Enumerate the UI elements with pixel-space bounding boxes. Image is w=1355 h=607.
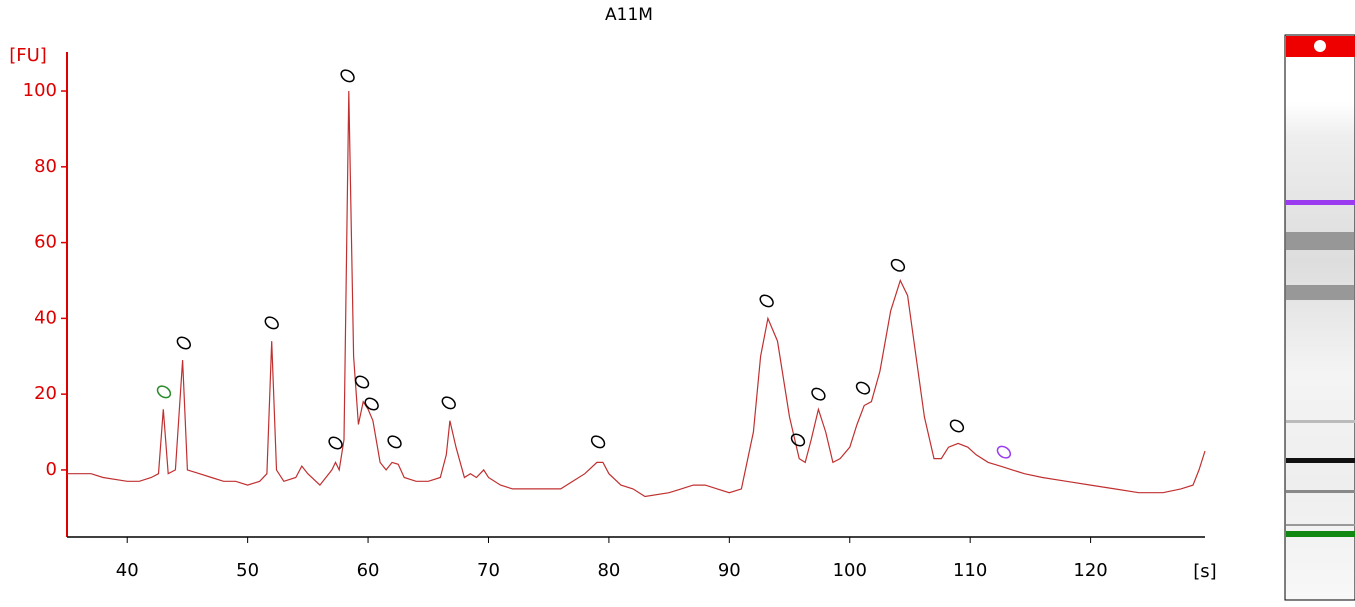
peak-marker	[890, 258, 906, 272]
peak-marker	[176, 336, 191, 350]
x-tick-label: 100	[833, 560, 867, 581]
peak-marker	[340, 69, 355, 83]
peak-marker	[811, 387, 826, 401]
peak-marker	[156, 385, 172, 399]
peak-marker	[759, 294, 774, 308]
x-tick-label: 80	[597, 560, 620, 581]
y-tick-label: 0	[46, 459, 57, 480]
x-tick-label: 70	[477, 560, 500, 581]
peak-marker	[364, 397, 379, 411]
peak-marker	[855, 381, 871, 395]
peak-marker	[264, 316, 279, 330]
x-axis-label: [s]	[1193, 561, 1216, 582]
peak-marker	[949, 419, 965, 433]
x-tick-label: 50	[236, 560, 259, 581]
x-tick-label: 40	[116, 560, 139, 581]
peak-marker	[590, 435, 606, 449]
peak-marker	[996, 445, 1012, 459]
gel-band	[1286, 524, 1355, 526]
gel-band	[1286, 531, 1355, 537]
y-tick-label: 100	[23, 80, 57, 101]
x-tick-label: 110	[953, 560, 987, 581]
y-tick-label: 40	[34, 307, 57, 328]
x-tick-label: 90	[718, 560, 741, 581]
y-axis-label: [FU]	[9, 45, 47, 66]
gel-band	[1286, 200, 1355, 205]
gel-band	[1286, 420, 1355, 423]
x-tick-label: 60	[357, 560, 380, 581]
gel-band	[1286, 232, 1355, 250]
peak-marker	[387, 435, 402, 449]
peak-marker	[441, 396, 456, 410]
gel-lane	[1284, 34, 1355, 601]
peak-marker	[354, 375, 370, 389]
gel-background	[1284, 34, 1355, 601]
gel-top-spot	[1314, 40, 1326, 52]
gel-band	[1286, 285, 1355, 300]
y-tick-label: 20	[34, 383, 57, 404]
gel-band	[1286, 490, 1355, 493]
chart-title: A11M	[605, 5, 653, 25]
peak-marker	[790, 433, 806, 447]
x-tick-label: 120	[1073, 560, 1107, 581]
gel-band	[1286, 458, 1355, 463]
y-tick-label: 80	[34, 156, 57, 177]
trace-line	[67, 90, 1206, 498]
y-tick-label: 60	[34, 232, 57, 253]
peak-marker	[328, 436, 343, 450]
